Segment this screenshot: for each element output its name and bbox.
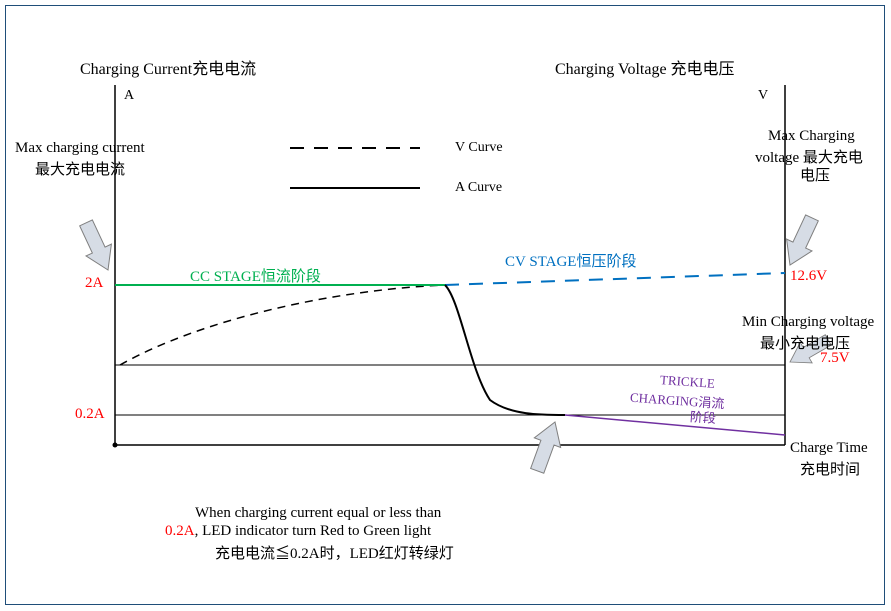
- charging-voltage-title: Charging Voltage 充电电压: [555, 55, 735, 79]
- charge-time-cn: 充电时间: [800, 458, 860, 479]
- val-2a: 2A: [85, 275, 103, 292]
- a-curve-drop: [445, 285, 565, 415]
- trickle-line: [565, 415, 785, 435]
- legend-a-curve: A Curve: [455, 180, 502, 196]
- min-voltage-en: Min Charging voltage: [742, 314, 874, 331]
- max-voltage-l3: 电压: [800, 164, 830, 185]
- val-02a: 0.2A: [75, 406, 105, 423]
- note-l1b: 0.2A: [165, 523, 195, 539]
- max-voltage-l1: Max Charging: [768, 128, 855, 145]
- v-curve-rise: [120, 285, 445, 365]
- val-126v: 12.6V: [790, 268, 827, 285]
- note-l1a: When charging current equal or less than: [195, 505, 441, 521]
- val-75v: 7.5V: [820, 350, 850, 367]
- unit-v: V: [758, 88, 768, 104]
- legend-v-curve: V Curve: [455, 140, 503, 156]
- trickle-l3: 阶段: [689, 406, 716, 427]
- arrow-max-current: [73, 217, 120, 276]
- unit-a: A: [124, 88, 134, 104]
- origin-dot: [113, 443, 118, 448]
- charging-current-title: Charging Current充电电流: [80, 55, 256, 79]
- cv-stage-label: CV STAGE恒压阶段: [505, 250, 636, 271]
- cc-stage-label: CC STAGE恒流阶段: [190, 265, 321, 286]
- note-line3: 充电电流≦0.2A时，LED红灯转绿灯: [215, 542, 454, 563]
- max-current-en: Max charging current: [15, 140, 145, 157]
- max-current-cn: 最大充电电流: [35, 158, 125, 179]
- charge-time-en: Charge Time: [790, 440, 868, 457]
- arrow-note: [524, 417, 568, 475]
- cv-line: [445, 273, 785, 285]
- note-line1: When charging current equal or less than: [195, 505, 441, 522]
- note-line2: 0.2A, LED indicator turn Red to Green li…: [165, 523, 431, 540]
- note-l1c: , LED indicator turn Red to Green light: [195, 523, 432, 539]
